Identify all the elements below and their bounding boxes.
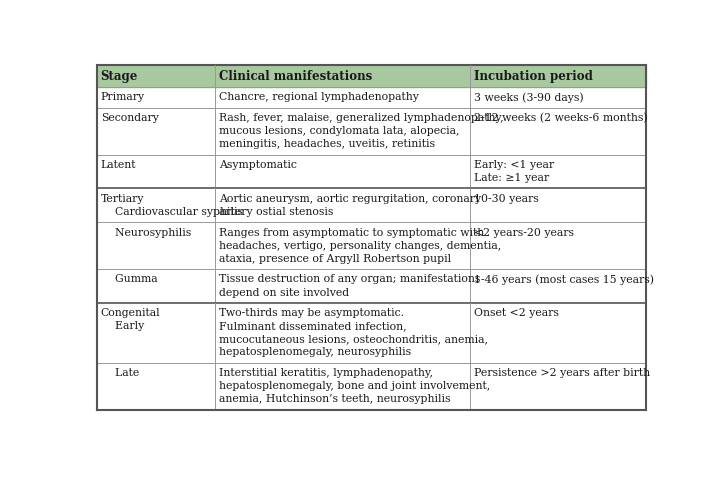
Text: artery ostial stenosis: artery ostial stenosis [219,207,334,217]
Text: depend on site involved: depend on site involved [219,288,349,297]
Text: Interstitial keratitis, lymphadenopathy,: Interstitial keratitis, lymphadenopathy, [219,368,433,378]
Text: Two-thirds may be asymptomatic.: Two-thirds may be asymptomatic. [219,308,404,318]
Text: 10-30 years: 10-30 years [474,194,539,204]
Text: Aortic aneurysm, aortic regurgitation, coronary: Aortic aneurysm, aortic regurgitation, c… [219,194,481,204]
Text: 1-46 years (most cases 15 years): 1-46 years (most cases 15 years) [474,274,655,285]
Text: headaches, vertigo, personality changes, dementia,: headaches, vertigo, personality changes,… [219,241,501,250]
Text: Latent: Latent [101,160,136,170]
Text: Secondary: Secondary [101,113,159,123]
Text: 3 weeks (3-90 days): 3 weeks (3-90 days) [474,92,584,103]
Text: Ranges from asymptomatic to symptomatic with: Ranges from asymptomatic to symptomatic … [219,228,484,238]
Text: Clinical manifestations: Clinical manifestations [219,70,372,82]
Text: Cardiovascular syphilis: Cardiovascular syphilis [101,207,243,217]
Text: Early: Early [101,321,144,331]
Text: Onset <2 years: Onset <2 years [474,308,559,318]
Text: Gumma: Gumma [101,275,157,285]
Text: hepatosplenomegaly, neurosyphilis: hepatosplenomegaly, neurosyphilis [219,347,411,357]
Text: Late: ≥1 year: Late: ≥1 year [474,173,550,183]
Text: Congenital: Congenital [101,308,160,318]
Text: Neurosyphilis: Neurosyphilis [101,228,191,238]
Text: Chancre, regional lymphadenopathy: Chancre, regional lymphadenopathy [219,92,419,102]
Text: Stage: Stage [101,70,138,82]
Text: Persistence >2 years after birth: Persistence >2 years after birth [474,368,650,378]
Text: mucocutaneous lesions, osteochondritis, anemia,: mucocutaneous lesions, osteochondritis, … [219,334,488,344]
Text: Rash, fever, malaise, generalized lymphadenopathy,: Rash, fever, malaise, generalized lympha… [219,113,503,123]
Text: anemia, Hutchinson’s teeth, neurosyphilis: anemia, Hutchinson’s teeth, neurosyphili… [219,394,450,404]
Text: Late: Late [101,368,139,378]
Text: <2 years-20 years: <2 years-20 years [474,228,574,238]
Text: 2-12 weeks (2 weeks-6 months): 2-12 weeks (2 weeks-6 months) [474,113,648,124]
Text: Tissue destruction of any organ; manifestations: Tissue destruction of any organ; manifes… [219,275,480,285]
Text: ataxia, presence of Argyll Robertson pupil: ataxia, presence of Argyll Robertson pup… [219,254,451,264]
Text: Early: <1 year: Early: <1 year [474,160,555,170]
Text: mucous lesions, condylomata lata, alopecia,: mucous lesions, condylomata lata, alopec… [219,126,460,136]
Text: Primary: Primary [101,92,145,102]
Text: Asymptomatic: Asymptomatic [219,160,297,170]
Text: meningitis, headaches, uveitis, retinitis: meningitis, headaches, uveitis, retiniti… [219,139,435,149]
Text: Fulminant disseminated infection,: Fulminant disseminated infection, [219,321,407,331]
Text: Tertiary: Tertiary [101,194,144,204]
Text: Incubation period: Incubation period [474,70,593,82]
Text: hepatosplenomegaly, bone and joint involvement,: hepatosplenomegaly, bone and joint invol… [219,381,490,391]
